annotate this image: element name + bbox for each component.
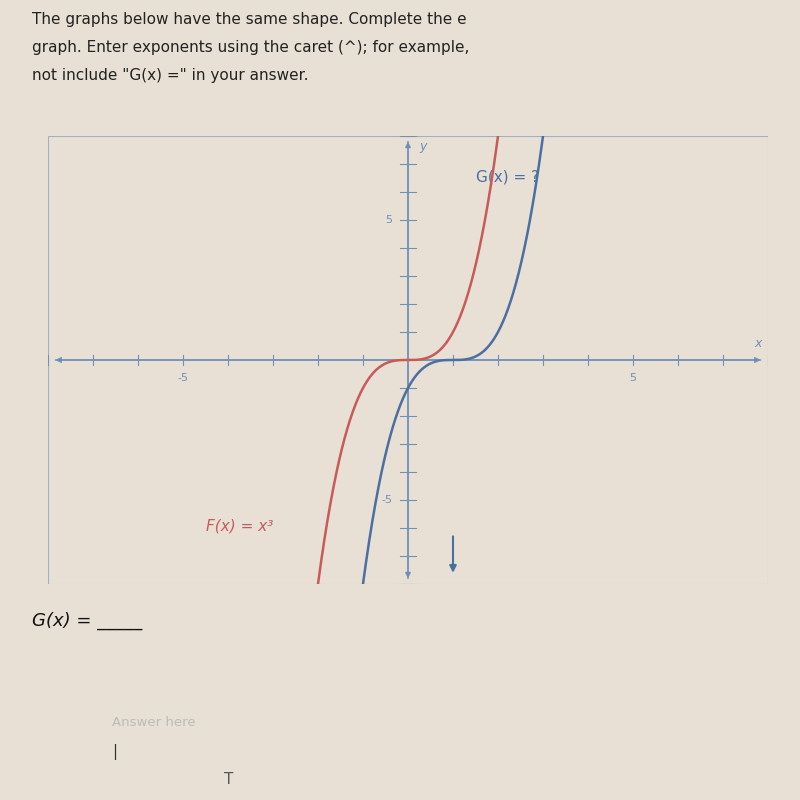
- Text: The graphs below have the same shape. Complete the e: The graphs below have the same shape. Co…: [32, 12, 466, 27]
- Text: not include "G(x) =" in your answer.: not include "G(x) =" in your answer.: [32, 68, 309, 83]
- Text: Answer here: Answer here: [112, 716, 196, 729]
- Text: |: |: [112, 744, 117, 760]
- Text: F(x) = x³: F(x) = x³: [206, 518, 273, 534]
- Text: y: y: [419, 140, 426, 154]
- Text: G(x) = _____: G(x) = _____: [32, 612, 142, 630]
- Text: -5: -5: [178, 373, 189, 382]
- Text: T: T: [224, 772, 234, 787]
- Text: 5: 5: [386, 215, 392, 225]
- Text: x: x: [754, 338, 762, 350]
- Text: graph. Enter exponents using the caret (^); for example,: graph. Enter exponents using the caret (…: [32, 40, 470, 55]
- Text: -5: -5: [382, 495, 392, 505]
- Text: 5: 5: [630, 373, 637, 382]
- Text: G(x) = ?: G(x) = ?: [475, 170, 538, 185]
